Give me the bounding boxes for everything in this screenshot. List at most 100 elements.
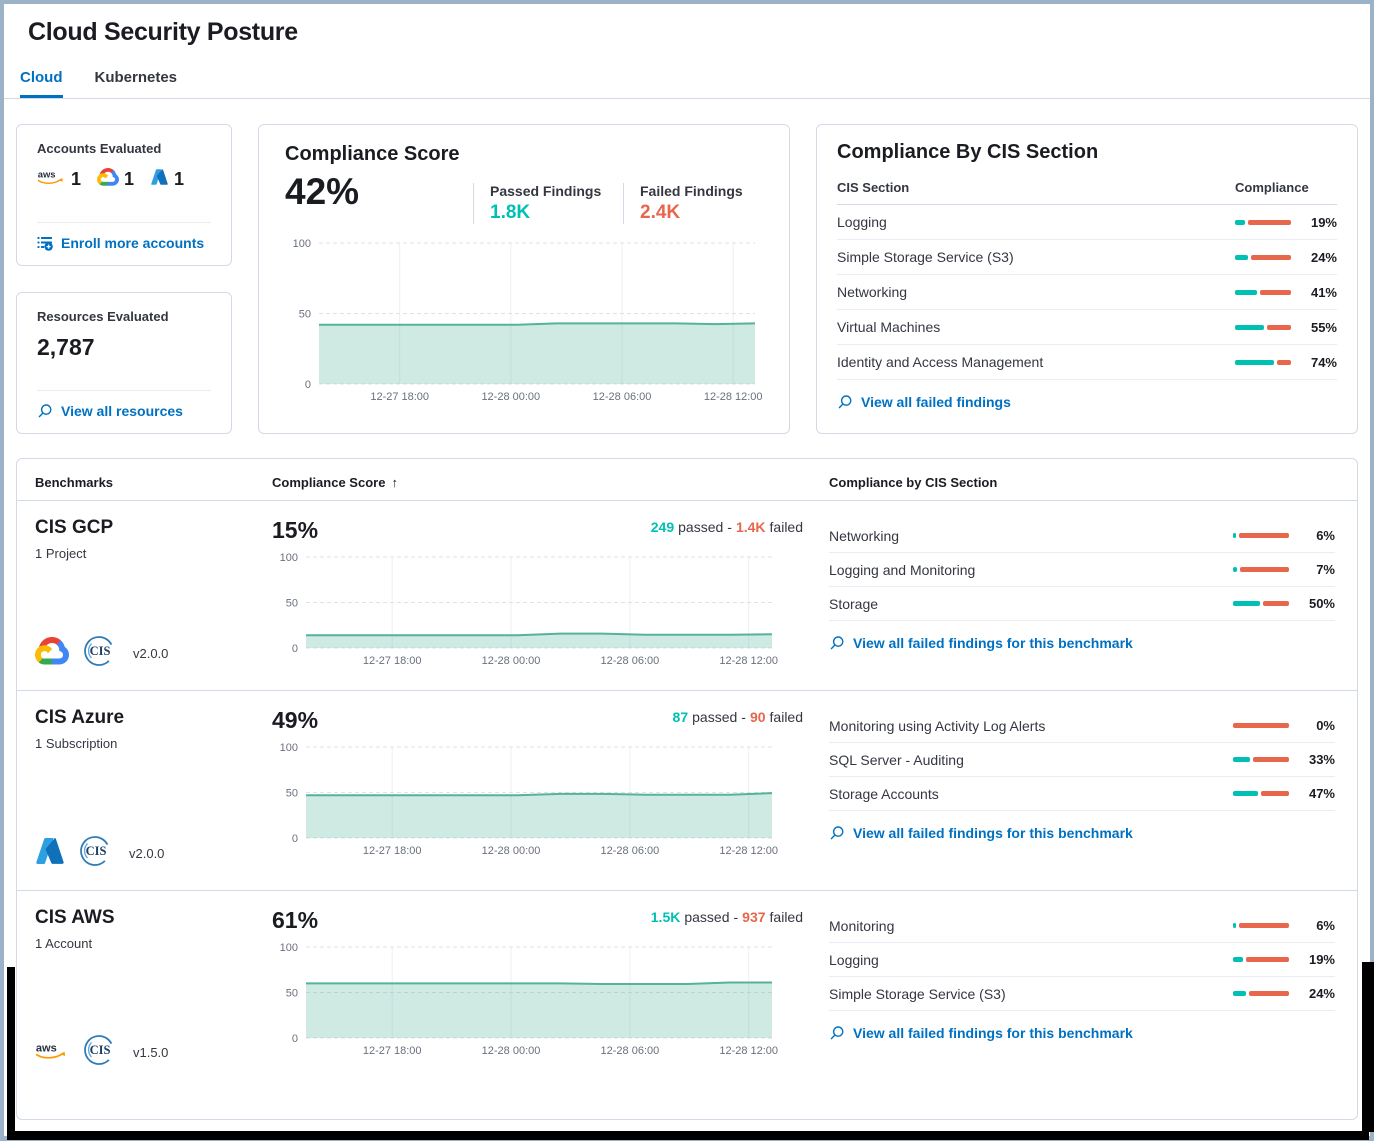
compliance-bar: [1233, 757, 1289, 762]
compliance-percent: 6%: [1316, 918, 1335, 933]
view-failed-findings-benchmark-link[interactable]: View all failed findings for this benchm…: [829, 811, 1335, 841]
compliance-percent: 24%: [1310, 249, 1337, 265]
passed-findings-label: Passed Findings: [490, 183, 602, 199]
compliance-bar: [1235, 359, 1291, 365]
left-card-stack: Accounts Evaluated 1 1 1 Enroll more a: [16, 124, 232, 434]
benchmark-score-chart: 100 50 0 12-27 18:00 12-28 00:00 12-28 06:00 1…: [272, 740, 780, 858]
tab-cloud[interactable]: Cloud: [20, 69, 63, 98]
svg-text:12-28 00:00: 12-28 00:00: [482, 1045, 541, 1057]
view-failed-findings-benchmark-link[interactable]: View all failed findings for this benchm…: [829, 621, 1335, 651]
screen-artifact-black: [7, 1131, 1369, 1140]
screen-artifact-black: [1362, 962, 1374, 1132]
compliance-percent: 19%: [1308, 952, 1335, 967]
resources-evaluated-card: Resources Evaluated 2,787 View all resou…: [16, 292, 232, 434]
svg-text:12-28 12:00: 12-28 12:00: [719, 1045, 778, 1057]
page-title: Cloud Security Posture: [28, 18, 298, 46]
benchmark-name: CIS AWS: [35, 907, 115, 928]
compliance-score-value: 42%: [285, 171, 360, 212]
cis-card-title: Compliance By CIS Section: [837, 141, 1099, 163]
svg-text:12-28 00:00: 12-28 00:00: [481, 391, 540, 403]
compliance-by-cis-column-header: Compliance by CIS Section: [829, 475, 998, 490]
benchmark-scope: 1 Account: [35, 936, 93, 951]
compliance-percent: 6%: [1316, 528, 1335, 543]
svg-text:100: 100: [293, 238, 311, 250]
search-icon: [838, 395, 852, 409]
svg-text:12-27 18:00: 12-27 18:00: [363, 655, 422, 667]
svg-text:12-28 00:00: 12-28 00:00: [482, 845, 541, 857]
enroll-more-accounts-link[interactable]: Enroll more accounts: [37, 223, 211, 251]
compliance-bar: [1233, 567, 1289, 572]
azure-icon: [35, 836, 65, 871]
svg-text:50: 50: [286, 598, 298, 610]
cis-section-label: Logging: [837, 214, 887, 230]
tab-bar: Cloud Kubernetes: [4, 69, 1370, 99]
svg-text:50: 50: [286, 988, 298, 1000]
benchmarks-table: Benchmarks Compliance Score ↑ Compliance …: [16, 458, 1358, 1120]
compliance-bar: [1233, 601, 1289, 606]
view-all-failed-findings-link[interactable]: View all failed findings: [837, 380, 1337, 410]
compliance-score-column-header[interactable]: Compliance Score ↑: [272, 475, 398, 490]
compliance-score-card: Compliance Score 42% Passed Findings 1.8…: [258, 124, 790, 434]
compliance-bar: [1233, 923, 1289, 928]
cis-section-row: Storage 50%: [829, 587, 1335, 621]
compliance-bar: [1235, 219, 1291, 225]
compliance-bar-group: 24%: [1235, 250, 1337, 265]
benchmark-row-cis-gcp: CIS GCP 1 Project v2.0.0 15% 249 passed …: [17, 501, 1357, 691]
cis-section-row: SQL Server - Auditing 33%: [829, 743, 1335, 777]
cis-section-row: Storage Accounts 47%: [829, 777, 1335, 811]
tab-kubernetes[interactable]: Kubernetes: [94, 69, 178, 86]
svg-text:12-28 12:00: 12-28 12:00: [719, 655, 778, 667]
svg-text:0: 0: [292, 833, 298, 845]
cis-section-label: Simple Storage Service (S3): [837, 249, 1014, 265]
search-icon: [830, 636, 844, 650]
cis-section-row: Simple Storage Service (S3) 24%: [829, 977, 1335, 1011]
aws-account-count: 1: [36, 168, 81, 191]
benchmark-scope: 1 Project: [35, 546, 87, 561]
passed-findings-stat: Passed Findings 1.8K: [473, 183, 623, 224]
compliance-by-cis-card: Compliance By CIS Section CIS Section Co…: [816, 124, 1358, 434]
cis-section-label: Monitoring: [829, 917, 895, 934]
search-icon: [830, 1026, 844, 1040]
svg-text:12-28 06:00: 12-28 06:00: [601, 1045, 660, 1057]
svg-text:12-28 06:00: 12-28 06:00: [593, 391, 652, 403]
cis-section-label: Storage: [829, 595, 879, 612]
gcp-account-count: 1: [97, 167, 134, 191]
compliance-percent: 0%: [1316, 718, 1335, 733]
screen-artifact-black: [7, 967, 15, 1132]
cis-section-label: Logging: [829, 951, 879, 968]
benchmark-row-cis-aws: CIS AWS 1 Account v1.5.0 61% 1.5K passed…: [17, 891, 1357, 1113]
svg-text:12-28 12:00: 12-28 12:00: [719, 845, 778, 857]
view-all-resources-link[interactable]: View all resources: [37, 391, 211, 419]
compliance-bar: [1233, 723, 1289, 728]
compliance-bar-group: 74%: [1235, 355, 1337, 370]
cis-section-label: Virtual Machines: [837, 319, 941, 335]
svg-text:0: 0: [292, 1033, 298, 1045]
compliance-bar-group: 41%: [1235, 285, 1337, 300]
benchmark-name: CIS GCP: [35, 517, 114, 538]
sort-ascending-icon: ↑: [391, 475, 398, 490]
benchmark-score: 15%: [272, 517, 319, 543]
compliance-percent: 33%: [1308, 752, 1335, 767]
cis-section-row: Logging and Monitoring 7%: [829, 553, 1335, 587]
compliance-bar: [1235, 324, 1291, 330]
compliance-bar-group: 19%: [1235, 215, 1337, 230]
view-failed-findings-benchmark-link[interactable]: View all failed findings for this benchm…: [829, 1011, 1335, 1041]
page-header: Cloud Security Posture: [4, 4, 1370, 47]
cis-section-label: Networking: [829, 527, 900, 544]
compliance-bar: [1233, 533, 1289, 538]
failed-findings-label: Failed Findings: [640, 183, 743, 199]
compliance-percent: 55%: [1310, 319, 1337, 335]
svg-text:0: 0: [292, 643, 298, 655]
cis-section-label: Logging and Monitoring: [829, 561, 976, 578]
cis-section-row: Virtual Machines 55%: [837, 310, 1337, 345]
svg-text:50: 50: [286, 788, 298, 800]
cis-section-row: Logging 19%: [829, 943, 1335, 977]
cis-section-column-header: CIS Section: [837, 180, 910, 195]
benchmark-scope: 1 Subscription: [35, 736, 118, 751]
compliance-score-title: Compliance Score: [285, 143, 460, 165]
compliance-bar: [1233, 791, 1289, 796]
passed-failed-summary: 87 passed - 90 failed: [672, 709, 803, 725]
svg-text:0: 0: [305, 379, 311, 391]
compliance-percent: 7%: [1316, 562, 1335, 577]
gcp-icon: [97, 167, 119, 191]
